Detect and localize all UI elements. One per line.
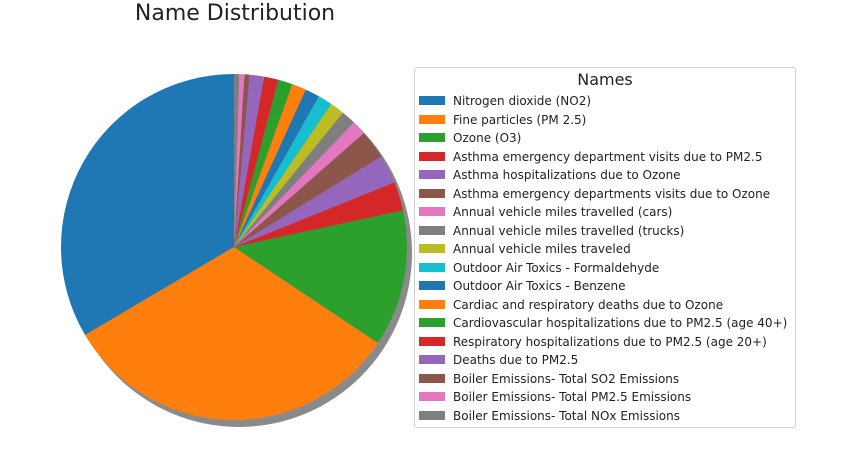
legend-swatch [419, 262, 445, 272]
legend-swatch [419, 244, 445, 253]
pie-slice-15 [234, 74, 265, 248]
pie-slice-18 [234, 74, 240, 247]
pie-slice-8 [234, 112, 354, 247]
pie-slice-1 [60, 74, 235, 335]
legend-swatch [419, 373, 445, 383]
pie-slice-16 [234, 74, 250, 247]
legend-label: Cardiac and respiratory deaths due to Oz… [453, 297, 724, 312]
legend-label: Nitrogen dioxide (NO2) [453, 94, 592, 108]
legend-title: Names [577, 70, 633, 89]
pie-slices [60, 74, 407, 421]
legend-swatch [419, 188, 445, 198]
pie-slice-14 [234, 76, 279, 247]
legend-swatch [419, 281, 445, 290]
legend-label: Asthma hospitalizations due to Ozone [453, 168, 681, 182]
legend-label: Annual vehicle miles travelled (trucks) [453, 223, 685, 238]
legend-swatch [419, 336, 445, 346]
legend-label: Outdoor Air Toxics - Formaldehyde [453, 260, 660, 275]
legend-swatch [419, 355, 445, 364]
pie-slice-5 [234, 156, 395, 247]
legend-swatch [419, 151, 445, 161]
legend-label: Annual vehicle miles travelled (cars) [453, 205, 673, 219]
pie-slice-4 [234, 182, 404, 247]
legend-swatch [419, 225, 445, 235]
pie-slice-11 [234, 89, 319, 247]
legend-swatch [419, 170, 445, 179]
pie-slice-10 [234, 96, 332, 247]
legend-label: Boiler Emissions- Total SO2 Emissions [453, 371, 680, 386]
legend-swatch [419, 318, 445, 327]
legend-label: Fine particles (PM 2.5) [453, 112, 587, 127]
pie-slice-12 [234, 84, 306, 248]
legend-label: Boiler Emissions- Total NOx Emissions [453, 408, 680, 423]
chart-title: Name Distribution [134, 1, 336, 26]
pie-slice-3 [234, 210, 407, 343]
legend-swatch [419, 114, 445, 124]
legend-swatch [419, 96, 445, 105]
legend-label: Cardiovascular hospitalizations due to P… [453, 316, 788, 330]
pie-slice-2 [85, 247, 378, 421]
legend-label: Asthma emergency department visits due t… [453, 149, 763, 164]
legend-swatch [419, 392, 445, 401]
legend-swatch [419, 133, 445, 142]
pie-chart [60, 74, 412, 427]
legend-label: Asthma emergency departments visits due … [453, 186, 771, 201]
legend-label: Outdoor Air Toxics - Benzene [453, 279, 626, 293]
pie-slice-13 [234, 79, 293, 247]
pie-slice-7 [234, 122, 364, 247]
pie-slice-9 [234, 103, 343, 247]
legend-swatch [419, 207, 445, 216]
legend-swatch [419, 410, 445, 420]
legend: Names Nitrogen dioxide (NO2) Fine particl… [414, 67, 796, 428]
legend-label: Boiler Emissions- Total PM2.5 Emissions [453, 390, 692, 404]
legend-label: Ozone (O3) [453, 131, 522, 145]
pie-slice-6 [234, 132, 382, 247]
legend-swatch [419, 299, 445, 309]
legend-label: Deaths due to PM2.5 [453, 353, 579, 367]
pie-slice-17 [234, 74, 245, 247]
legend-label: Respiratory hospitalizations due to PM2.… [453, 334, 767, 349]
legend-label: Annual vehicle miles traveled [453, 242, 631, 256]
